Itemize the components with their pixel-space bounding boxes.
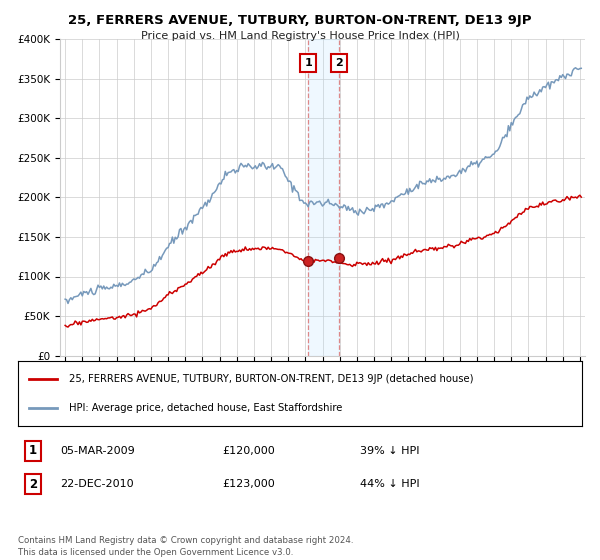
Text: 25, FERRERS AVENUE, TUTBURY, BURTON-ON-TRENT, DE13 9JP (detached house): 25, FERRERS AVENUE, TUTBURY, BURTON-ON-T…: [69, 374, 473, 384]
Text: 2: 2: [335, 58, 343, 68]
Text: Price paid vs. HM Land Registry's House Price Index (HPI): Price paid vs. HM Land Registry's House …: [140, 31, 460, 41]
Text: Contains HM Land Registry data © Crown copyright and database right 2024.
This d: Contains HM Land Registry data © Crown c…: [18, 536, 353, 557]
Text: 1: 1: [304, 58, 312, 68]
Text: £120,000: £120,000: [222, 446, 275, 456]
Text: 2: 2: [29, 478, 37, 491]
Bar: [308, 39, 339, 356]
Text: 25, FERRERS AVENUE, TUTBURY, BURTON-ON-TRENT, DE13 9JP: 25, FERRERS AVENUE, TUTBURY, BURTON-ON-T…: [68, 14, 532, 27]
Text: 22-DEC-2010: 22-DEC-2010: [60, 479, 134, 489]
Text: 39% ↓ HPI: 39% ↓ HPI: [360, 446, 419, 456]
Text: £123,000: £123,000: [222, 479, 275, 489]
Text: 05-MAR-2009: 05-MAR-2009: [60, 446, 135, 456]
Text: 1: 1: [29, 444, 37, 458]
Text: HPI: Average price, detached house, East Staffordshire: HPI: Average price, detached house, East…: [69, 403, 342, 413]
Text: 44% ↓ HPI: 44% ↓ HPI: [360, 479, 419, 489]
